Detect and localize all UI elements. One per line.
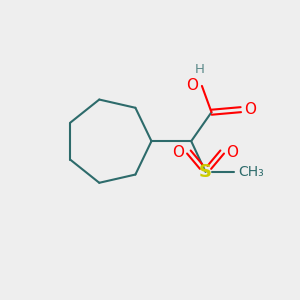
Text: O: O [244, 102, 256, 117]
Text: H: H [194, 63, 204, 76]
Text: O: O [186, 78, 198, 93]
Text: O: O [172, 145, 184, 160]
Text: O: O [226, 145, 238, 160]
Text: CH₃: CH₃ [238, 165, 264, 179]
Text: S: S [199, 163, 212, 181]
